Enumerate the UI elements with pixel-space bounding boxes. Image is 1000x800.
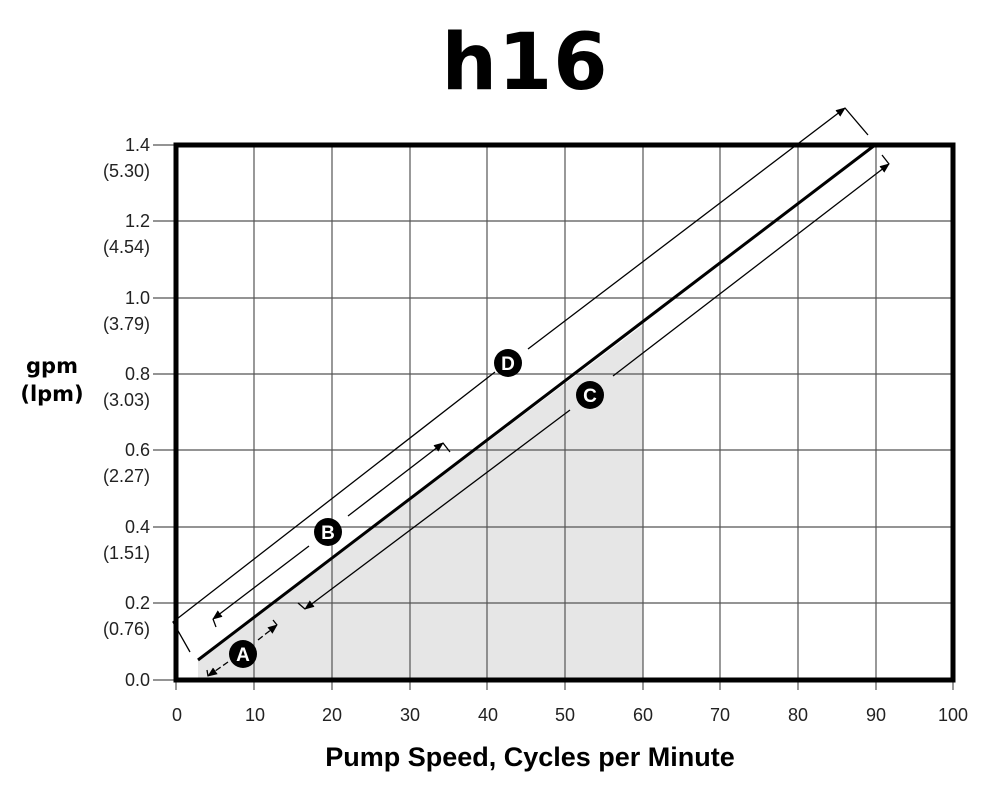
y-tick-0.0: 0.0 bbox=[124, 670, 150, 690]
x-tick-100: 100 bbox=[937, 705, 969, 725]
y-axis-label: gpm (lpm) bbox=[12, 352, 92, 408]
marker-a: A bbox=[229, 640, 257, 668]
y-tick-1.2: 1.2 (4.54) bbox=[102, 211, 150, 257]
x-tick-70: 70 bbox=[709, 705, 731, 725]
y-axis-label-lpm: (lpm) bbox=[20, 382, 84, 406]
x-tick-60: 60 bbox=[632, 705, 654, 725]
x-tick-30: 30 bbox=[399, 705, 421, 725]
grid-lines bbox=[153, 144, 954, 690]
range-d-arrow bbox=[172, 107, 869, 653]
y-tick-1.0: 1.0 (3.79) bbox=[102, 288, 150, 334]
x-tick-40: 40 bbox=[477, 705, 499, 725]
y-tick-0.6: 0.6 (2.27) bbox=[102, 440, 150, 486]
range-a-arrow bbox=[207, 624, 278, 677]
svg-text:C: C bbox=[583, 386, 597, 407]
x-tick-20: 20 bbox=[321, 705, 343, 725]
x-axis-label: Pump Speed, Cycles per Minute bbox=[325, 742, 735, 772]
x-tick-0: 0 bbox=[171, 705, 182, 725]
marker-b: B bbox=[314, 518, 342, 546]
y-tick-0.2: 0.2 (0.76) bbox=[102, 593, 150, 639]
y-tick-0.8: 0.8 (3.03) bbox=[102, 364, 150, 410]
x-tick-10: 10 bbox=[244, 705, 266, 725]
shaded-region bbox=[198, 325, 643, 680]
svg-text:A: A bbox=[236, 645, 250, 666]
chart-title: h16 bbox=[441, 18, 609, 108]
x-tick-90: 90 bbox=[865, 705, 887, 725]
range-c-arrow bbox=[297, 154, 890, 610]
x-tick-50: 50 bbox=[554, 705, 576, 725]
svg-text:D: D bbox=[501, 354, 515, 375]
marker-c: C bbox=[576, 381, 604, 409]
y-axis-label-gpm: gpm bbox=[26, 354, 78, 378]
svg-text:B: B bbox=[321, 523, 335, 544]
y-tick-1.4: 1.4 (5.30) bbox=[102, 135, 150, 181]
y-tick-0.4: 0.4 (1.51) bbox=[102, 517, 150, 563]
marker-d: D bbox=[494, 349, 522, 377]
flow-line bbox=[197, 143, 876, 662]
x-tick-80: 80 bbox=[787, 705, 809, 725]
range-b-arrow bbox=[212, 442, 451, 628]
plot-frame bbox=[173, 142, 956, 683]
